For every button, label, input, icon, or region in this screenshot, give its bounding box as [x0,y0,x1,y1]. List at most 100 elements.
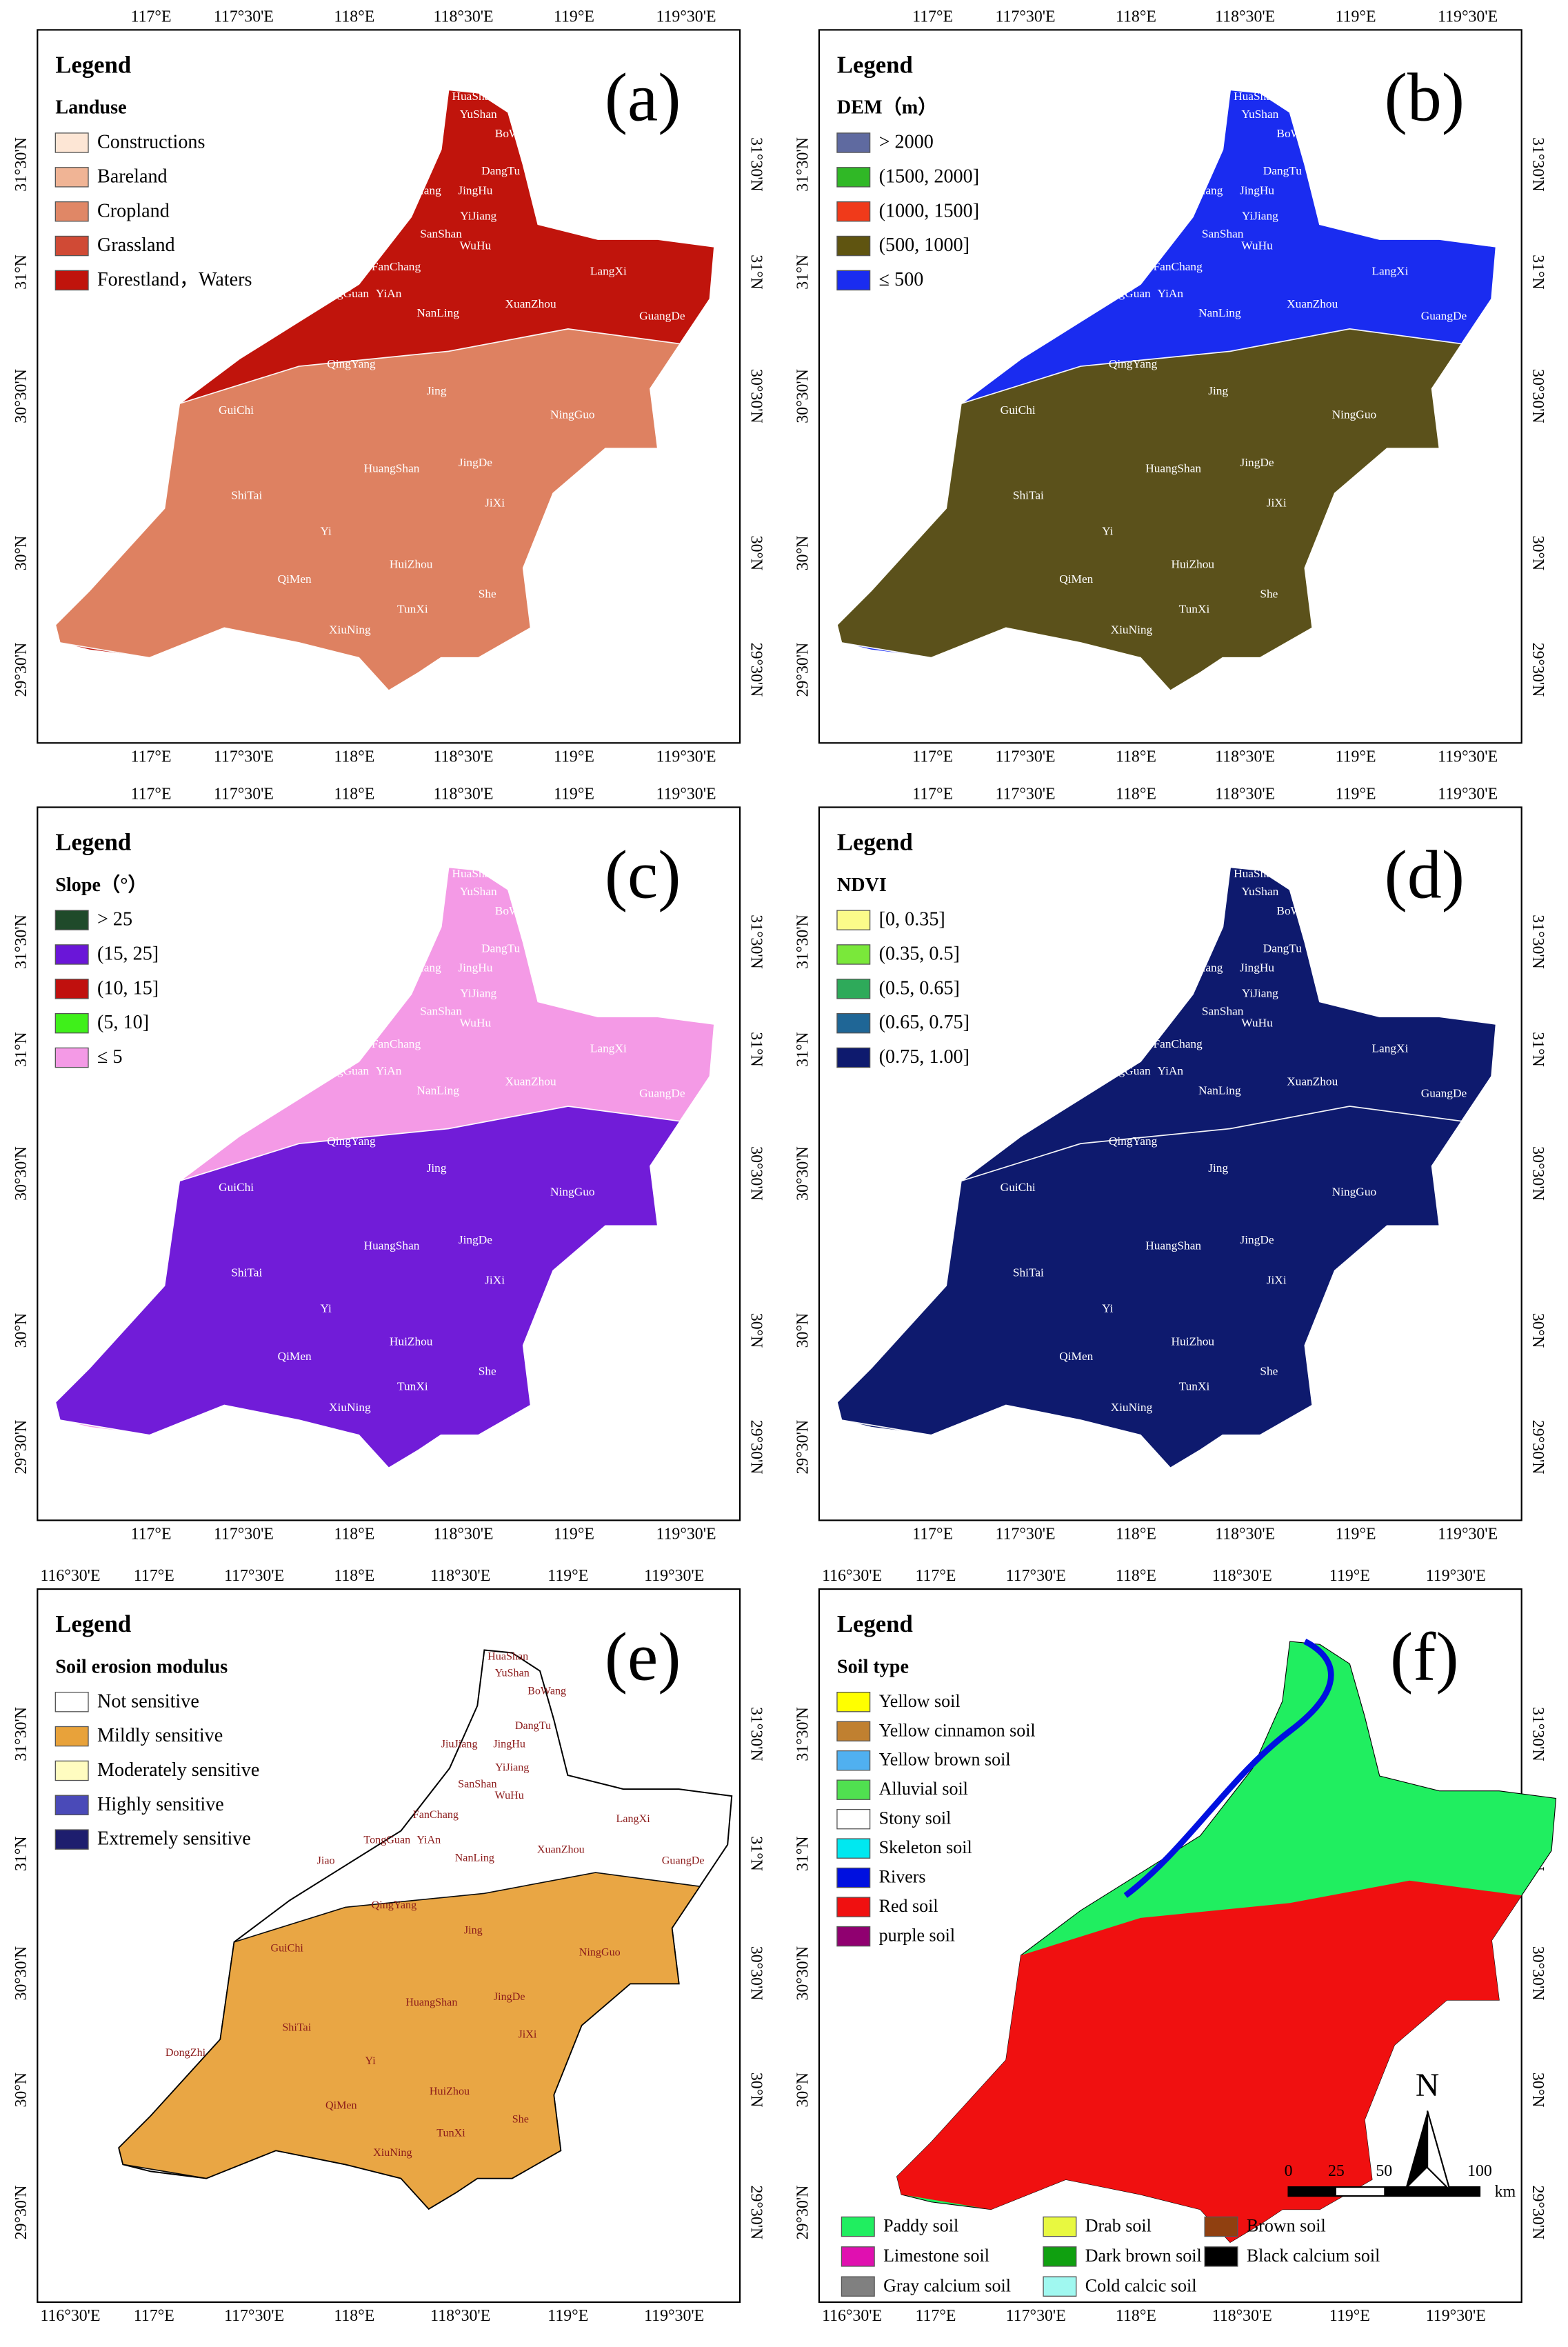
place-name: HuaShan [452,90,496,103]
legend-swatch [1204,2246,1238,2267]
region-south [836,1106,1463,1469]
place-name: FanChang [1154,1037,1203,1050]
lon-tick-label: 119°30'E [1426,1567,1486,1585]
place-name: TunXi [1179,1379,1210,1392]
lat-tick-label: 30°N [1529,536,1547,571]
legend-swatch [54,944,89,965]
lon-tick-label: 118°E [1116,2307,1156,2325]
lon-tick-label: 117°E [131,748,172,766]
legend-heading: Legend [837,51,913,78]
legend-label: ≤ 500 [879,269,924,290]
legend-swatch [54,1760,89,1781]
legend-swatch [54,235,89,257]
place-name: QiMen [278,572,312,586]
lon-tick-label: 119°30'E [1438,8,1498,26]
place-name: JiuJiang [441,1738,478,1750]
place-name: FanChang [413,1809,459,1821]
place-name: NingGuo [550,408,595,421]
place-name: XuanZhou [537,1844,585,1855]
lon-tick-label: 118°E [1116,748,1156,766]
lon-tick-label: 118°30'E [1215,1526,1275,1544]
north-arrow [1405,2110,1428,2190]
lat-tick-label: 31°N [747,254,765,290]
legend-swatch [54,979,89,999]
lon-tick-label: 117°E [912,786,953,803]
legend-heading: Legend [837,1610,913,1637]
place-name: JingHu [493,1738,525,1750]
lat-tick-label: 29°30'N [1529,2186,1547,2240]
legend-label: Mildly sensitive [97,1725,223,1746]
legend-label: Rivers [879,1867,926,1887]
map: HuaShan YuShan BoWang DangTu JiuJiang JingHu S… [54,88,716,692]
legend-swatch [836,1047,871,1068]
lon-tick-label: 117°E [912,1526,953,1544]
region-south [118,1872,701,2210]
place-name: TunXi [1179,602,1210,615]
place-name: YiAn [376,1064,402,1077]
place-name: TunXi [397,602,428,615]
lat-tick-label: 31°30'N [747,1707,765,1761]
place-name: HuaShan [488,1650,528,1662]
legend-swatch [54,1691,89,1712]
legend-swatch [836,910,871,930]
place-name: JingDe [1240,1233,1274,1246]
legend-label: Dark brown soil [1085,2246,1202,2266]
lon-tick-label: 117°30'E [214,1526,274,1544]
place-name: TongGuan [1100,287,1151,300]
legend-swatch [841,2216,875,2237]
scale-bar-fill [1288,2187,1336,2197]
place-name: YuShan [460,108,497,121]
place-name: Jing [427,384,447,397]
legend-label: Bareland [97,166,168,187]
lat-tick-label: 30°30'N [747,1146,765,1201]
lat-tick-label: 29°30'N [1529,643,1547,697]
place-name: JiuJiang [402,183,441,197]
place-name: LangXi [590,1042,627,1055]
lat-tick-label: 31°30'N [1529,137,1547,192]
lat-tick-label: 30°30'N [794,1946,812,2001]
place-name: DongZhi [165,2047,206,2059]
place-name: JingHu [458,961,492,975]
lon-tick-label: 118°E [334,2307,374,2325]
lon-tick-label: 118°E [1116,1567,1156,1585]
place-name: YiAn [1158,287,1184,300]
place-name: NingGuo [579,1947,621,1959]
place-name: GuangDe [639,1087,685,1100]
place-name: WuHu [460,1017,492,1030]
place-name: Yi [1102,525,1114,538]
place-name: JiuJiang [402,961,441,975]
place-name: QingYang [327,1135,376,1148]
place-name: HuiZhou [390,557,433,570]
place-name: SanShan [420,1004,462,1017]
place-name: XiuNing [1111,1401,1153,1414]
place-name: JingHu [1240,183,1274,197]
lon-tick-label: 118°30'E [1215,748,1275,766]
place-name: ShiTai [282,2022,311,2034]
place-name: XuanZhou [505,1075,556,1088]
lon-tick-label: 117°E [131,1526,172,1544]
place-name: FanChang [372,260,421,273]
lon-tick-label: 119°30'E [656,786,716,803]
legend-swatch [54,270,89,291]
scale-bar-fill [1384,2187,1480,2197]
place-name: DangTu [515,1720,551,1732]
lat-tick-label: 31°30'N [12,915,30,969]
lon-tick-label: 119°E [1336,1526,1376,1544]
place-name: She [479,588,496,601]
place-name: GuiChi [219,1181,254,1194]
lat-tick-label: 29°30'N [747,643,765,697]
lon-tick-label: 119°E [554,8,594,26]
place-name: BoWang [1276,904,1318,917]
place-name: HuangShan [364,1239,420,1252]
place-name: QiMen [1059,572,1093,586]
place-name: Jiao [268,309,288,322]
legend-label: Constructions [97,132,205,153]
panel-label: (d) [1385,837,1465,913]
lon-tick-label: 119°30'E [1438,786,1498,803]
place-name: YiAn [376,287,402,300]
lon-tick-label: 118°30'E [1215,786,1275,803]
lat-tick-label: 29°30'N [12,643,30,697]
lat-tick-label: 31°N [747,1032,765,1067]
lon-tick-label: 119°E [554,786,594,803]
